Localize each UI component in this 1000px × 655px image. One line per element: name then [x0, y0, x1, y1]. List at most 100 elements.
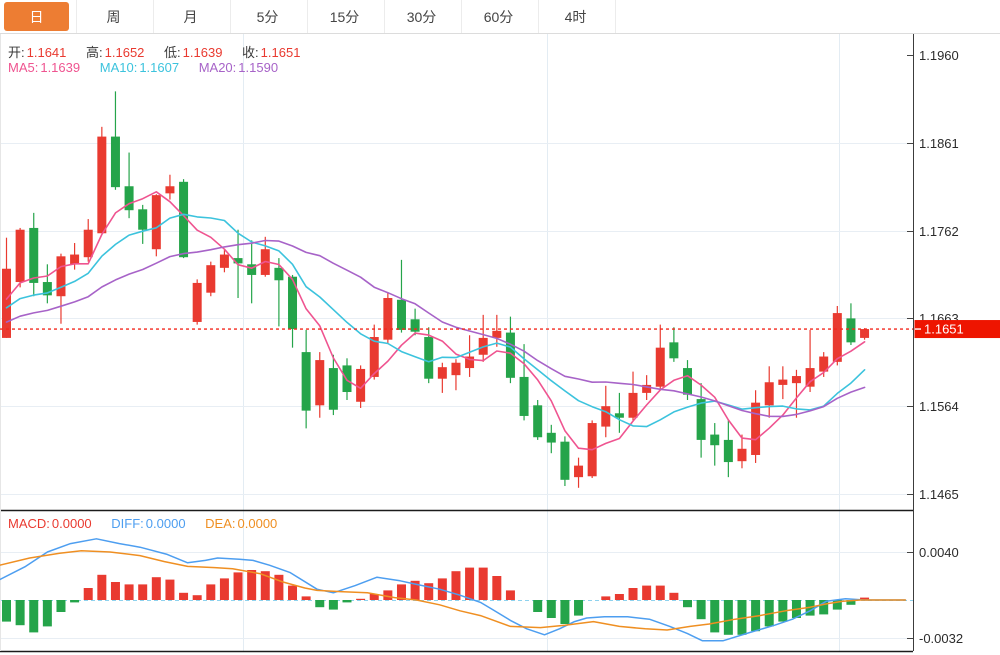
ma10-value: 1.1607	[139, 60, 180, 75]
candle-down	[410, 319, 420, 332]
candle-up	[764, 382, 774, 406]
tab-day-label: 日	[4, 2, 69, 31]
macd-bar-positive	[614, 594, 624, 600]
tab-5min-label: 5分	[256, 8, 279, 25]
candle-up	[601, 406, 611, 427]
tab-5min[interactable]: 5分	[231, 0, 308, 33]
price-axis-label: 1.1564	[919, 399, 959, 414]
macd-bar-negative	[737, 600, 747, 635]
macd-bar-positive	[301, 596, 311, 600]
ma20-line	[5, 239, 866, 418]
tab-month[interactable]: 月	[154, 0, 231, 33]
candle-up	[192, 282, 202, 322]
macd-bar-positive	[124, 584, 134, 600]
macd-bar-negative	[2, 600, 11, 622]
ma20-label: MA20:	[198, 60, 237, 75]
macd-value: 0.0000	[51, 516, 92, 531]
candle-up	[655, 347, 665, 387]
candle-up	[805, 368, 815, 387]
macd-legend: MACD: 0.0000 DIFF: 0.0000 DEA: 0.0000	[8, 516, 279, 531]
diff-value: 0.0000	[145, 516, 186, 531]
macd-bar-negative	[574, 600, 584, 616]
candle-down	[519, 376, 529, 416]
candle-up	[574, 465, 584, 478]
diff-label: DIFF:	[111, 516, 144, 531]
macd-bar-positive	[628, 588, 638, 600]
ohlc-legend: 开: 1.1641 高: 1.1652 低: 1.1639 收: 1.1651	[8, 42, 302, 61]
candle-down	[546, 432, 556, 443]
candle-up	[15, 229, 25, 283]
macd-bar-positive	[642, 585, 652, 600]
macd-bar-positive	[356, 598, 366, 600]
timeframe-tabbar: 日 周 月 5分 15分 30分 60分 4时	[0, 0, 1000, 34]
candle-up	[2, 268, 11, 338]
tab-15min[interactable]: 15分	[308, 0, 385, 33]
macd-bar-negative	[342, 600, 352, 603]
macd-bar-negative	[546, 600, 556, 618]
macd-bar-positive	[138, 584, 148, 600]
close-value: 1.1651	[260, 45, 301, 60]
candle-up	[83, 229, 93, 258]
candle-up	[165, 186, 175, 194]
macd-bar-positive	[669, 592, 679, 600]
macd-bar-negative	[560, 600, 570, 624]
candle-down	[696, 399, 706, 440]
candle-down	[301, 352, 311, 411]
candle-down	[342, 365, 352, 393]
macd-bar-positive	[465, 567, 475, 600]
candle-up	[492, 330, 502, 338]
ma10-label: MA10:	[99, 60, 138, 75]
diff-line	[0, 538, 907, 642]
open-label: 开:	[8, 45, 25, 60]
tab-4hour[interactable]: 4时	[539, 0, 616, 33]
ma20-value: 1.1590	[238, 60, 279, 75]
tab-month-label: 月	[183, 8, 198, 25]
macd-bar-positive	[383, 590, 393, 600]
tab-day[interactable]: 日	[0, 0, 77, 33]
candle-down	[274, 267, 284, 281]
candle-down	[138, 209, 148, 230]
dea-label: DEA:	[205, 516, 236, 531]
macd-bar-negative	[42, 600, 52, 627]
macd-bar-positive	[424, 583, 434, 600]
candle-up	[437, 367, 447, 379]
macd-bar-positive	[410, 580, 420, 600]
dea-line	[0, 550, 907, 631]
macd-bar-negative	[70, 600, 80, 603]
candle-up	[451, 362, 461, 376]
macd-bar-negative	[315, 600, 325, 608]
candle-up	[315, 360, 325, 406]
candle-up	[369, 337, 379, 377]
macd-bar-negative	[56, 600, 66, 612]
low-value: 1.1639	[182, 45, 223, 60]
high-label: 高:	[86, 45, 103, 60]
candle-down	[110, 136, 120, 188]
last-price-tag	[914, 320, 1000, 339]
candle-up	[56, 256, 66, 297]
macd-bar-positive	[274, 574, 284, 600]
candle-down	[396, 299, 406, 330]
macd-bar-positive	[233, 572, 243, 600]
ma-legend: MA5: 1.1639 MA10: 1.1607 MA20: 1.1590	[8, 60, 280, 75]
macd-bar-positive	[110, 582, 120, 600]
macd-label: MACD:	[8, 516, 50, 531]
candle-down	[328, 368, 338, 410]
tab-week[interactable]: 周	[77, 0, 154, 33]
tab-30min[interactable]: 30分	[385, 0, 462, 33]
candle-up	[737, 448, 747, 462]
candle-down	[723, 439, 733, 463]
candle-up	[628, 392, 638, 418]
macd-bar-negative	[819, 600, 829, 615]
last-price-tag-text: 1.1651	[924, 322, 964, 337]
tab-60min[interactable]: 60分	[462, 0, 539, 33]
ma5-line	[5, 191, 866, 451]
macd-bar-negative	[29, 600, 39, 633]
candle-up	[356, 368, 366, 402]
candle-down	[124, 186, 134, 211]
macd-bar-positive	[369, 594, 379, 600]
macd-bar-negative	[710, 600, 720, 633]
candle-up	[151, 195, 161, 250]
ma5-label: MA5:	[8, 60, 39, 75]
candle-down	[533, 405, 543, 438]
